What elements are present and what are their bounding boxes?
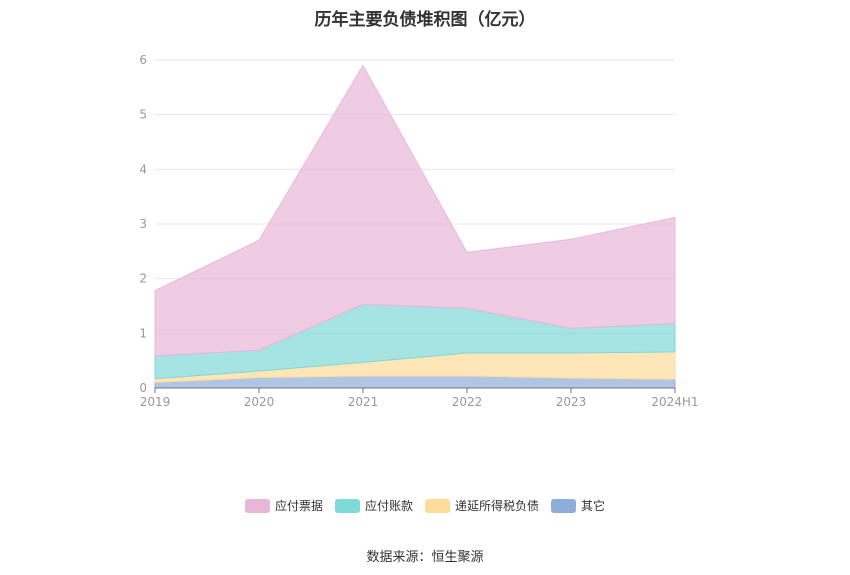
y-axis: 0 1 2 3 4 5 6 [139, 53, 147, 395]
legend-item[interactable]: 应付账款 [334, 497, 413, 514]
legend-item[interactable]: 递延所得税负债 [425, 497, 539, 514]
y-tick-label: 5 [139, 108, 147, 122]
x-tick-label: 2019 [140, 395, 171, 409]
legend-swatch [334, 498, 360, 513]
x-tick-label: 2022 [452, 395, 483, 409]
area-series [154, 64, 676, 389]
x-tick-label: 2020 [244, 395, 275, 409]
legend-label: 应付票据 [274, 499, 323, 513]
source-note: 数据来源：恒生聚源 [366, 550, 484, 565]
stacked-area-chart: 2019 2020 2021 2022 2023 2024H1 0 1 2 3 4 5 6 [139, 53, 699, 409]
legend-label: 应付账款 [364, 499, 413, 513]
y-tick-label: 3 [139, 217, 147, 231]
y-tick-label: 6 [139, 53, 147, 67]
x-axis: 2019 2020 2021 2022 2023 2024H1 [140, 387, 699, 409]
y-tick-label: 0 [139, 381, 147, 395]
legend-swatch [425, 498, 450, 513]
legend-swatch [551, 498, 577, 513]
legend: 应付票据 应付账款 递延所得税负债 其它 [0, 497, 850, 514]
y-tick-label: 2 [139, 272, 147, 286]
legend-label: 其它 [581, 499, 606, 513]
chart-title: 历年主要负债堆积图（亿元） [314, 10, 536, 30]
x-tick-label: 2021 [348, 395, 379, 409]
x-tick-label: 2024H1 [651, 395, 698, 409]
legend-item[interactable]: 其它 [551, 497, 605, 514]
y-tick-label: 4 [139, 162, 147, 176]
legend-item[interactable]: 应付票据 [244, 497, 323, 514]
x-tick-label: 2023 [556, 395, 587, 409]
legend-label: 递延所得税负债 [455, 499, 540, 513]
area-series-3 [154, 64, 676, 357]
legend-swatch [244, 498, 270, 513]
y-tick-label: 1 [139, 326, 147, 340]
